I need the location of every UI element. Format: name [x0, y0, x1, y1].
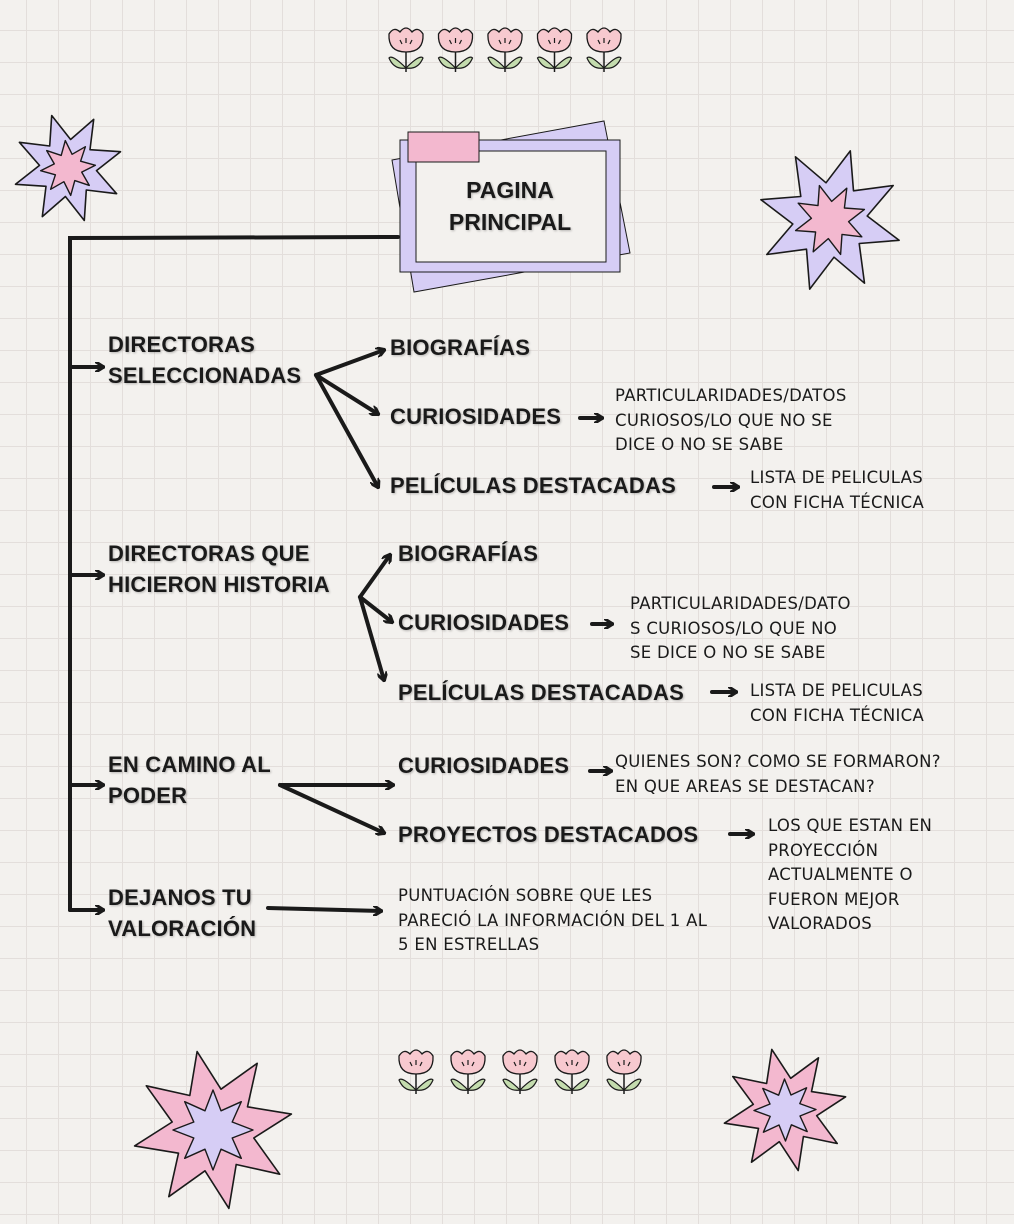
node-description: PARTICULARIDADES/DATO S CURIOSOS/LO QUE …: [630, 594, 851, 662]
star-decorations: [14, 114, 900, 1210]
node-description: QUIENES SON? COMO SE FORMARON? EN QUE AR…: [615, 752, 941, 796]
node-curiosidades: CURIOSIDADES: [390, 404, 562, 429]
node-description: LISTA DE PELICULAS CON FICHA TÉCNICA: [750, 468, 925, 512]
node-biografias: BIOGRAFÍAS: [390, 335, 531, 360]
star-icon: [723, 1048, 847, 1172]
star-icon: [133, 1050, 293, 1210]
section-heading-valoracion: DEJANOS TU VALORACIÓN: [108, 885, 257, 941]
flower-icon: [606, 1049, 642, 1094]
node-biografias: BIOGRAFÍAS: [398, 541, 539, 566]
flower-icon: [487, 27, 523, 72]
node-description: LOS QUE ESTAN EN PROYECCIÓN ACTUALMENTE …: [768, 816, 933, 933]
star-icon: [14, 114, 122, 222]
flower-icon: [388, 27, 424, 72]
node-peliculas-destacadas: PELÍCULAS DESTACADAS: [398, 680, 684, 705]
page-title: PAGINA PRINCIPAL: [448, 177, 572, 235]
flower-icon: [586, 27, 622, 72]
section-heading-directoras-seleccionadas: DIRECTORAS SELECCIONADAS: [108, 332, 302, 388]
node-description: PUNTUACIÓN SOBRE QUE LES PARECIÓ LA INFO…: [398, 886, 708, 954]
flower-icon: [502, 1049, 538, 1094]
node-description: LISTA DE PELICULAS CON FICHA TÉCNICA: [750, 681, 925, 725]
trunk-line: [68, 235, 400, 912]
node-proyectos-destacados: PROYECTOS DESTACADOS: [398, 822, 699, 847]
title-card: [391, 120, 631, 293]
flower-decorations: [388, 27, 642, 1094]
star-icon: [760, 150, 900, 290]
flower-icon: [398, 1049, 434, 1094]
section-heading-en-camino: EN CAMINO AL PODER: [108, 752, 271, 808]
flower-icon: [450, 1049, 486, 1094]
section-heading-directoras-historia: DIRECTORAS QUE HICIERON HISTORIA: [108, 541, 330, 597]
flower-icon: [437, 27, 474, 72]
node-curiosidades: CURIOSIDADES: [398, 610, 570, 635]
node-peliculas-destacadas: PELÍCULAS DESTACADAS: [390, 473, 676, 498]
flower-icon: [536, 27, 573, 72]
node-description: PARTICULARIDADES/DATOS CURIOSOS/LO QUE N…: [615, 386, 847, 454]
node-curiosidades: CURIOSIDADES: [398, 753, 570, 778]
flower-icon: [554, 1049, 590, 1094]
connector-lines: [68, 235, 755, 912]
